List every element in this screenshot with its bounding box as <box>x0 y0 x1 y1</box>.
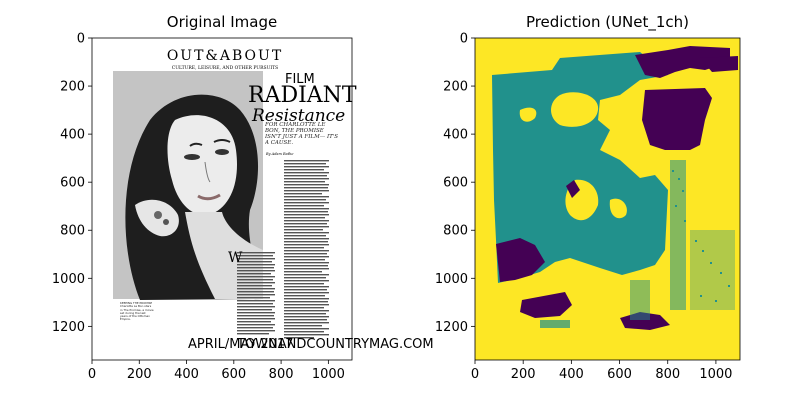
mask-text-class-headline <box>635 46 730 78</box>
section-label: FILM <box>285 72 315 87</box>
mask-text-class-caption <box>520 292 572 318</box>
dropcap: W <box>228 250 243 266</box>
y-tick-label: 0 <box>77 32 85 47</box>
y-tick-label: 400 <box>60 128 85 143</box>
y-tick-label: 600 <box>60 176 85 191</box>
byline: By Adam Rathe <box>265 152 293 156</box>
x-tick-label: 400 <box>174 367 199 382</box>
dek-block: FOR CHARLOTTE LE BON, THE PROMISE ISN'T … <box>265 122 338 146</box>
prediction-y-axis: 0 200 400 600 800 1000 1200 <box>435 32 475 335</box>
mask-text-class-dek <box>642 88 712 150</box>
original-x-axis: 0 200 400 600 800 1000 <box>88 360 345 382</box>
mask-text-class-left <box>496 238 545 282</box>
portrait-photo <box>113 71 263 301</box>
prediction-axes-frame <box>474 37 741 361</box>
y-tick-label: 0 <box>460 32 468 47</box>
x-tick-label: 800 <box>655 367 680 382</box>
original-image-panel: OUT&ABOUT CULTURE, LEISURE, AND OTHER PU… <box>92 38 434 360</box>
x-tick-label: 400 <box>559 367 584 382</box>
headline-resistance: Resistance <box>251 106 345 126</box>
prediction-mask <box>475 38 740 360</box>
magazine-tagline: CULTURE, LEISURE, AND OTHER PURSUITS <box>172 65 278 71</box>
body-text-middle-column <box>237 252 275 335</box>
x-tick-label: 200 <box>127 367 152 382</box>
x-tick-label: 800 <box>269 367 294 382</box>
x-tick-label: 0 <box>88 367 96 382</box>
photo-caption: KEEPING THE PROMISE Charlotte Le Bon sta… <box>120 302 154 321</box>
y-tick-label: 400 <box>443 128 468 143</box>
y-tick-label: 1200 <box>52 320 85 335</box>
y-tick-label: 1200 <box>435 320 468 335</box>
magazine-masthead: OUT&ABOUT <box>167 48 283 64</box>
y-tick-label: 800 <box>443 224 468 239</box>
y-tick-label: 1000 <box>435 272 468 287</box>
footer-date: APRIL/MAY 2017 <box>188 337 293 352</box>
y-tick-label: 800 <box>60 224 85 239</box>
mask-image-class-region <box>492 52 668 283</box>
y-tick-label: 200 <box>60 80 85 95</box>
y-tick-label: 1000 <box>52 272 85 287</box>
x-tick-label: 0 <box>471 367 479 382</box>
prediction-title: Prediction (UNet_1ch) <box>525 13 690 31</box>
x-tick-label: 200 <box>511 367 536 382</box>
original-y-axis: 0 200 400 600 800 1000 1200 <box>52 32 92 335</box>
footer-website: TOWNANDCOUNTRYMAG.COM <box>236 337 434 352</box>
prediction-x-axis: 0 200 400 600 800 1000 <box>471 360 732 382</box>
body-text-right-column <box>284 160 329 339</box>
mask-text-column-speckles <box>540 160 735 328</box>
y-tick-label: 600 <box>443 176 468 191</box>
x-tick-label: 1000 <box>699 367 732 382</box>
headline-radiant: RADIANT <box>248 83 357 108</box>
x-tick-label: 600 <box>607 367 632 382</box>
original-image-axes-frame <box>91 37 353 361</box>
y-tick-label: 200 <box>443 80 468 95</box>
x-tick-label: 600 <box>221 367 246 382</box>
original-image-title: Original Image <box>166 13 278 31</box>
x-tick-label: 1000 <box>312 367 345 382</box>
